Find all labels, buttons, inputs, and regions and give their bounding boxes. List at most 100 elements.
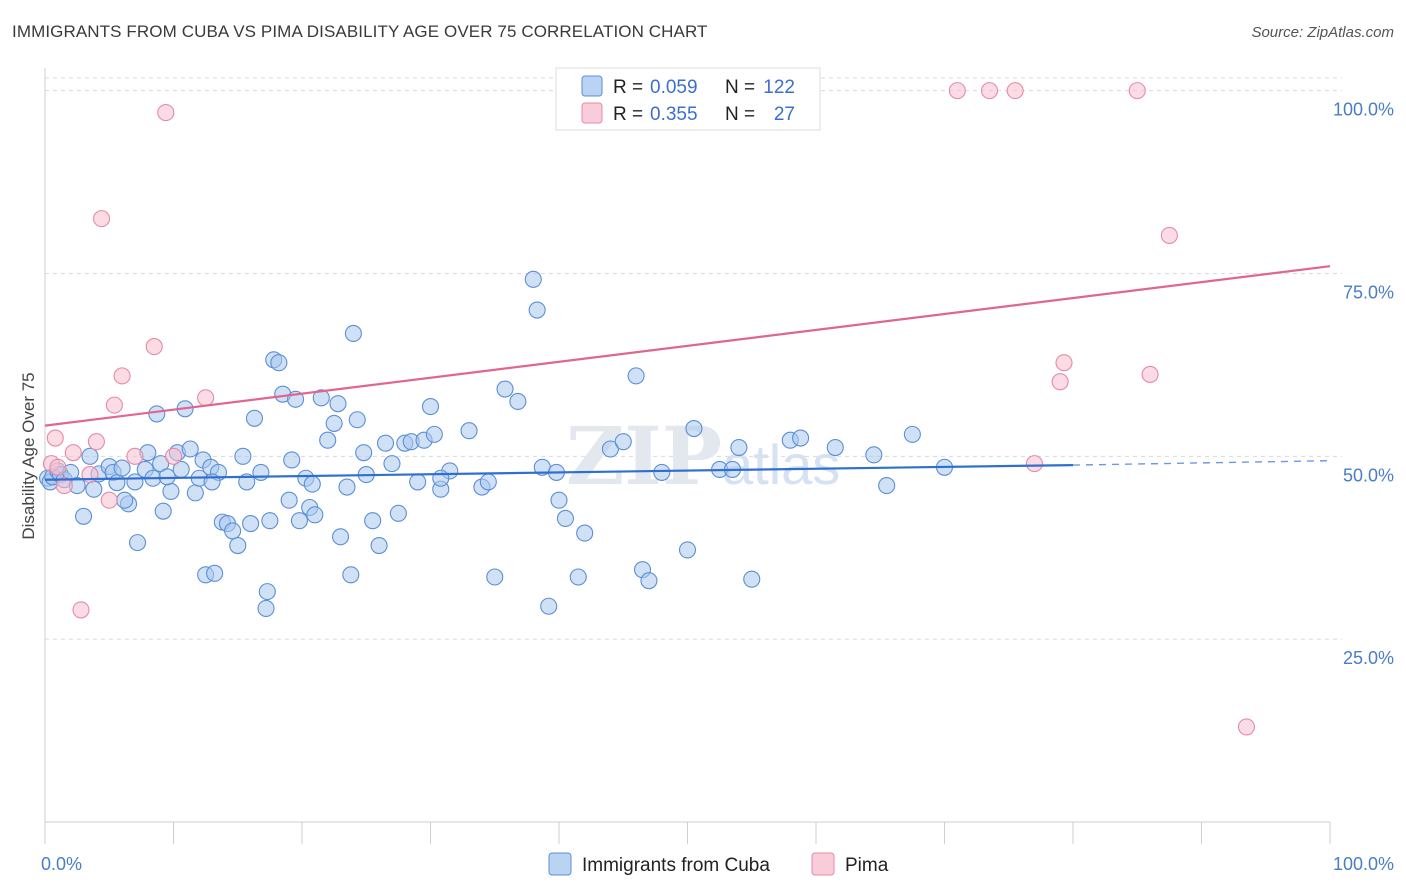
cuba-point <box>181 440 199 458</box>
cuba-point <box>342 566 360 584</box>
cuba-point <box>376 434 395 452</box>
pima-point <box>145 338 163 356</box>
legend-r-value-pima: 0.355 <box>650 104 698 125</box>
correlation-legend: R = 0.059 N = 122 R = 0.355 N = 27 <box>555 67 821 131</box>
watermark: ZIP atlas <box>566 409 840 503</box>
cuba-point <box>348 411 366 429</box>
cuba-point <box>540 597 558 615</box>
y-tick-label: 50.0% <box>1343 465 1394 485</box>
cuba-point <box>331 528 350 546</box>
cuba-point <box>290 512 308 530</box>
trend-line-cuba-extension <box>1072 460 1331 466</box>
pima-point <box>1237 718 1256 736</box>
cuba-point <box>792 429 810 447</box>
cuba-point <box>569 568 587 586</box>
cuba-point <box>524 270 542 288</box>
cuba-point <box>234 447 252 465</box>
source-label: Source: ZipAtlas.com <box>1251 24 1394 41</box>
trend-lines <box>44 265 1331 481</box>
cuba-point <box>865 446 883 464</box>
x-tick-label: 100.0% <box>1333 854 1394 874</box>
cuba-point <box>303 475 321 493</box>
pima-point <box>72 601 90 619</box>
trend-line-pima <box>44 265 1331 427</box>
cuba-point <box>158 468 176 486</box>
cuba-point <box>280 491 298 509</box>
cuba-point <box>509 392 527 411</box>
y-tick-label: 100.0% <box>1333 100 1394 120</box>
pima-point <box>87 433 105 451</box>
pima-point <box>49 458 67 476</box>
pima-point <box>92 210 111 228</box>
bottom-legend-label-pima: Pima <box>845 855 889 876</box>
cuba-point <box>252 463 270 481</box>
cuba-point <box>224 522 242 540</box>
cuba-point <box>81 447 99 465</box>
x-tick-label: 0.0% <box>41 854 82 874</box>
cuba-point <box>113 459 131 477</box>
cuba-point <box>229 536 247 555</box>
cuba-point <box>389 504 407 522</box>
pima-point <box>1128 82 1146 100</box>
cuba-point <box>186 484 204 502</box>
cuba-point <box>556 509 574 528</box>
legend-r-value-cuba: 0.059 <box>650 77 698 98</box>
cuba-point <box>148 405 166 423</box>
y-tick-label: 75.0% <box>1343 282 1394 302</box>
pima-point <box>197 389 215 407</box>
cuba-point <box>338 478 356 496</box>
pima-point <box>105 396 123 414</box>
cuba-point <box>242 515 260 533</box>
cuba-point <box>319 431 337 449</box>
cuba-point <box>116 491 134 509</box>
trend-line-cuba <box>44 463 1074 481</box>
cuba-point <box>364 512 382 530</box>
bottom-legend-swatch-pima <box>811 852 835 876</box>
cuba-point <box>432 469 450 487</box>
cuba-point <box>370 536 388 555</box>
pima-point <box>64 444 82 462</box>
pima-point <box>113 367 131 385</box>
series-pima-points <box>42 82 1256 736</box>
pima-point <box>157 104 175 122</box>
cuba-point <box>878 477 896 495</box>
legend-n-value-cuba: 122 <box>763 77 795 98</box>
cuba-point <box>479 473 497 491</box>
cuba-point <box>614 433 632 451</box>
pima-point <box>1025 455 1043 473</box>
cuba-point <box>270 354 288 372</box>
cuba-point <box>421 398 440 416</box>
cuba-point <box>128 534 147 552</box>
cuba-point <box>528 301 546 319</box>
legend-swatch-cuba <box>581 75 603 97</box>
pima-point <box>948 82 966 100</box>
cuba-point <box>678 541 697 559</box>
cuba-point <box>730 438 748 457</box>
series-cuba-points <box>39 270 954 617</box>
cuba-point <box>826 438 844 457</box>
y-axis-label: Disability Age Over 75 <box>19 372 38 539</box>
cuba-point <box>576 524 594 542</box>
cuba-point <box>640 572 658 590</box>
tick-labels: 25.0% 50.0% 75.0% 100.0% 0.0% 100.0% <box>41 100 1394 874</box>
axes <box>44 68 1331 844</box>
cuba-point <box>325 414 343 432</box>
cuba-point <box>460 422 478 440</box>
cuba-point <box>329 395 347 413</box>
cuba-point <box>653 463 671 481</box>
pima-point <box>46 429 64 447</box>
cuba-point <box>344 324 362 342</box>
cuba-point <box>283 451 301 469</box>
cuba-point <box>409 473 427 491</box>
pima-point <box>1051 373 1069 391</box>
cuba-point <box>601 440 619 458</box>
cuba-point <box>85 480 103 498</box>
cuba-point <box>685 419 703 438</box>
cuba-point <box>627 367 645 385</box>
cuba-point <box>261 512 279 530</box>
legend-n-label-cuba: N = <box>725 77 755 98</box>
cuba-point <box>903 425 921 443</box>
cuba-point <box>486 568 504 586</box>
bottom-legend-swatch-cuba <box>548 852 572 876</box>
y-tick-label: 25.0% <box>1343 648 1394 668</box>
